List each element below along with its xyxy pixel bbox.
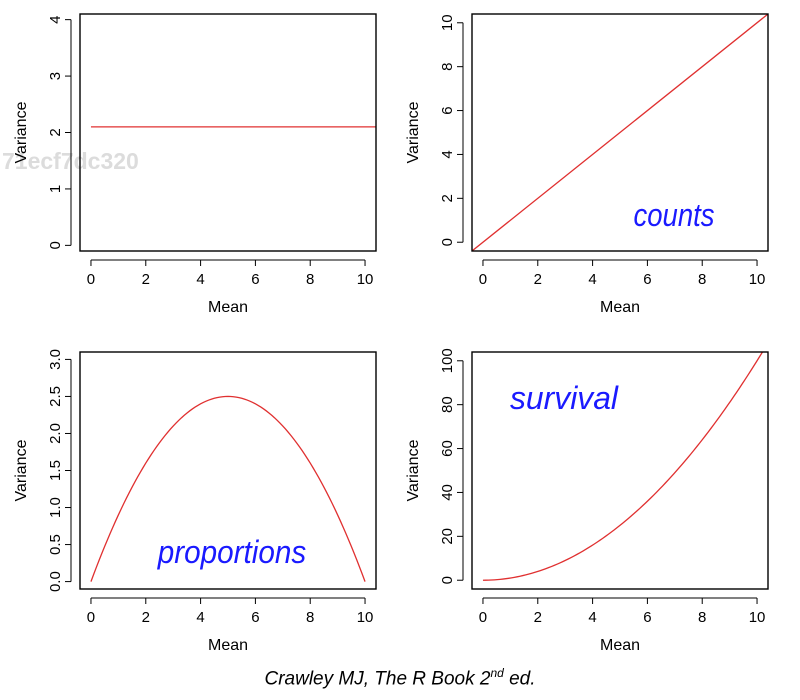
- x-tick-label: 2: [534, 609, 542, 626]
- caption-text: Crawley MJ, The R Book 2: [264, 668, 491, 690]
- series-curve-1: [472, 14, 768, 251]
- y-tick-label: 4: [47, 15, 64, 23]
- y-tick-label: 1: [47, 185, 64, 193]
- y-tick-label: 0.5: [47, 534, 64, 555]
- panel-1: 71ecf7dc320 0 2 4 6 8 10 Mean 0 1 2 3 4 Variance: [2, 13, 377, 316]
- x-tick-label: 2: [142, 271, 150, 288]
- y-tick-label: 3: [47, 72, 64, 80]
- y-tick-label: 10: [439, 14, 456, 31]
- x-tick-label: 10: [749, 609, 766, 626]
- x-tick-label: 10: [357, 271, 374, 288]
- x-tick-label: 4: [588, 609, 596, 626]
- y-tick-label: 3.0: [47, 349, 64, 370]
- y-tick-label: 0: [439, 576, 456, 584]
- figure-caption: Crawley MJ, The R Book 2nd ed.: [0, 666, 800, 690]
- caption-suffix: ed.: [503, 668, 536, 690]
- y-axis: 0.0 0.5 1.0 1.5 2.0 2.5 3.0 Variance: [13, 349, 72, 592]
- x-tick-label: 10: [749, 271, 766, 288]
- y-tick-label: 2: [439, 194, 456, 202]
- x-tick-label: 0: [87, 271, 95, 288]
- y-tick-label: 4: [439, 150, 456, 158]
- y-axis-title: Variance: [405, 439, 422, 501]
- x-tick-label: 8: [306, 271, 314, 288]
- x-tick-label: 10: [357, 609, 374, 626]
- y-tick-label: 0.0: [47, 571, 64, 592]
- x-tick-label: 4: [588, 271, 596, 288]
- watermark-text: 71ecf7dc320: [2, 148, 139, 174]
- x-axis-title: Mean: [208, 637, 248, 654]
- y-axis: 0 20 40 60 80 100 Variance: [405, 348, 464, 584]
- y-tick-label: 60: [439, 440, 456, 457]
- y-tick-label: 0: [47, 241, 64, 249]
- series-curve-1: [482, 352, 764, 581]
- x-axis-title: Mean: [208, 299, 248, 316]
- annotation-text: counts: [634, 197, 715, 233]
- x-tick-label: 4: [196, 271, 204, 288]
- y-tick-label: 1.5: [47, 460, 64, 481]
- y-tick-label: 2.5: [47, 386, 64, 407]
- panel-2: 0 2 4 6 8 10 Mean 0 2 4 6 8 10 Variance counts: [405, 13, 769, 316]
- y-axis: 0 1 2 3 4 Variance: [13, 15, 72, 250]
- y-axis: 0 2 4 6 8 10 Variance: [405, 14, 464, 246]
- x-tick-label: 6: [643, 609, 651, 626]
- x-axis-title: Mean: [600, 637, 640, 654]
- plot-frame: [471, 13, 769, 252]
- y-tick-label: 80: [439, 396, 456, 413]
- y-axis-title: Variance: [13, 101, 30, 163]
- x-tick-label: 0: [87, 609, 95, 626]
- x-tick-label: 2: [534, 271, 542, 288]
- x-axis: 0 2 4 6 8 10 Mean: [87, 259, 374, 316]
- y-tick-label: 40: [439, 484, 456, 501]
- panel-3: 0 2 4 6 8 10 Mean 0.0 0.5 1.0 1.5 2.0 2.5 3.0 Variance…: [13, 349, 377, 654]
- annotation-text: survival: [510, 380, 619, 416]
- plot-frame: [79, 351, 377, 590]
- y-tick-label: 8: [439, 62, 456, 70]
- x-tick-label: 6: [643, 271, 651, 288]
- y-tick-label: 0: [439, 238, 456, 246]
- plot-frame: [471, 351, 769, 590]
- y-tick-label: 20: [439, 528, 456, 545]
- y-tick-label: 1.0: [47, 497, 64, 518]
- y-axis-title: Variance: [13, 439, 30, 501]
- caption-superscript: nd: [490, 666, 504, 680]
- figure-canvas: 71ecf7dc320 0 2 4 6 8 10 Mean 0 1 2 3 4 Variance 0 2 4 6 8…: [2, 13, 769, 654]
- y-tick-label: 100: [439, 348, 456, 373]
- x-tick-label: 6: [251, 271, 259, 288]
- x-axis: 0 2 4 6 8 10 Mean: [479, 259, 766, 316]
- x-axis: 0 2 4 6 8 10 Mean: [479, 597, 766, 654]
- x-tick-label: 8: [698, 609, 706, 626]
- x-axis: 0 2 4 6 8 10 Mean: [87, 597, 374, 654]
- x-tick-label: 6: [251, 609, 259, 626]
- y-tick-label: 2: [47, 128, 64, 136]
- y-tick-label: 6: [439, 106, 456, 114]
- panel-4: 0 2 4 6 8 10 Mean 0 20 40 60 80 100 Variance survival: [405, 348, 769, 654]
- plot-frame: [79, 13, 377, 252]
- x-tick-label: 2: [142, 609, 150, 626]
- x-tick-label: 0: [479, 609, 487, 626]
- y-tick-label: 2.0: [47, 423, 64, 444]
- x-tick-label: 8: [306, 609, 314, 626]
- series-curve-1: [90, 395, 366, 582]
- x-tick-label: 4: [196, 609, 204, 626]
- x-tick-label: 0: [479, 271, 487, 288]
- x-axis-title: Mean: [600, 299, 640, 316]
- y-axis-title: Variance: [405, 101, 422, 163]
- x-tick-label: 8: [698, 271, 706, 288]
- annotation-text: proportions: [157, 534, 306, 570]
